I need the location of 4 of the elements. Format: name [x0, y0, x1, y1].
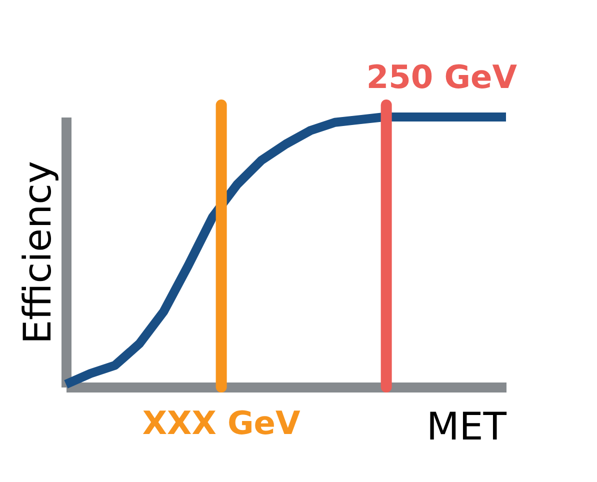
text: XXX GeV — [142, 404, 300, 442]
y-axis-title: Efficiency — [16, 160, 60, 344]
text: 250 GeV — [366, 58, 518, 96]
x-axis-title: MET — [426, 404, 508, 448]
